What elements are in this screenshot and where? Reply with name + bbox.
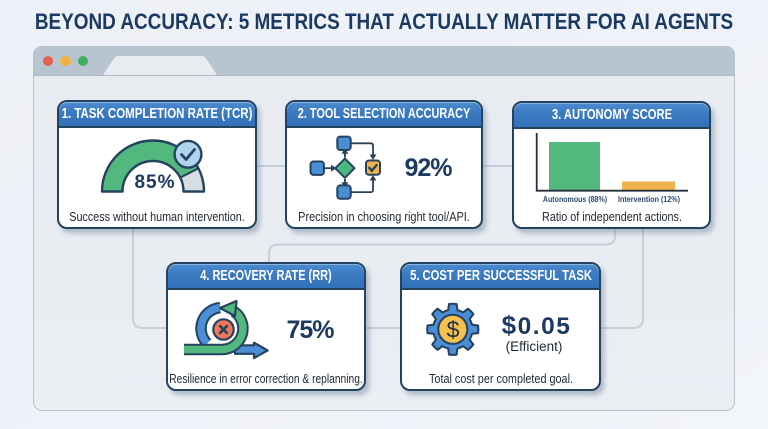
svg-text:$: $ [447, 316, 460, 342]
